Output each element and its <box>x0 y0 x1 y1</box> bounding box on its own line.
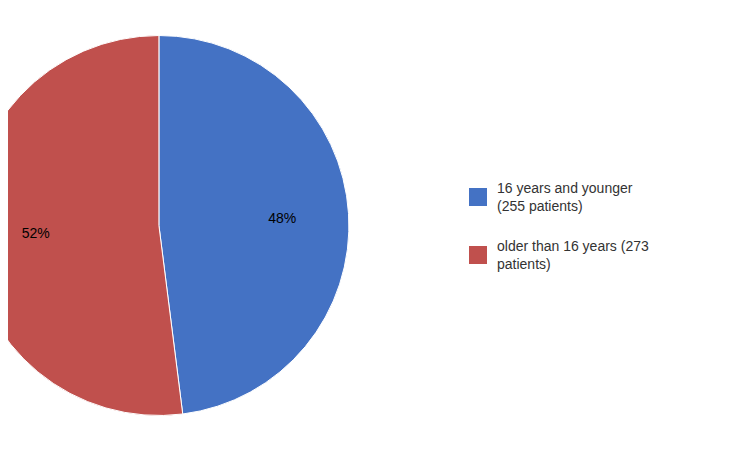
html-text:(255 patients): (255 patients) <box>497 197 583 214</box>
svg-text:52%: 52% <box>22 225 50 241</box>
html-text:patients): patients) <box>497 255 551 272</box>
html-text:16 years and younger: 16 years and younger <box>497 179 633 196</box>
svg-text:48%: 48% <box>268 210 296 226</box>
html-text:older than 16 years (273: older than 16 years (273 <box>497 237 649 254</box>
